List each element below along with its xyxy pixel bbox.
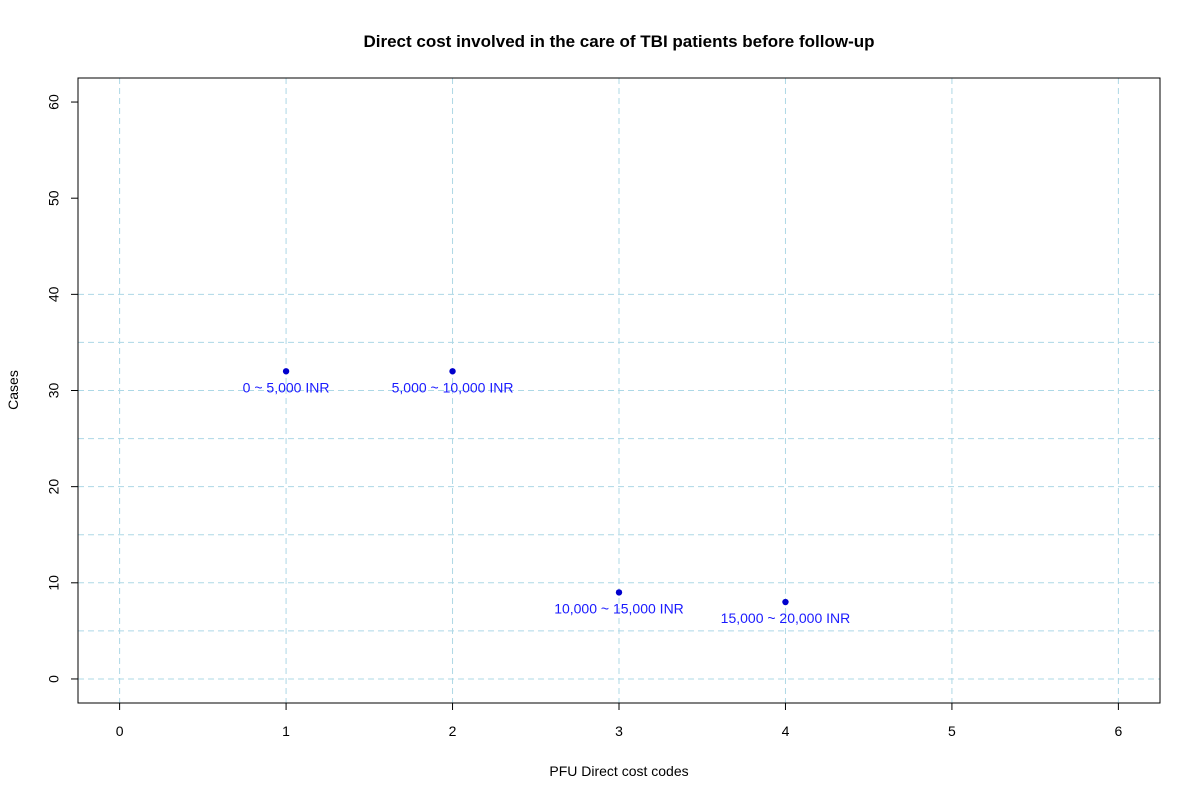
y-axis-label: Cases [5, 370, 21, 410]
y-tick-label: 10 [46, 575, 62, 591]
data-point-label: 5,000 ~ 10,000 INR [392, 379, 514, 395]
y-tick-label: 40 [46, 286, 62, 302]
x-tick-label: 5 [948, 723, 956, 739]
data-point-label: 10,000 ~ 15,000 INR [554, 600, 684, 616]
data-point-label: 15,000 ~ 20,000 INR [721, 610, 851, 626]
y-tick-label: 50 [46, 190, 62, 206]
x-tick-label: 6 [1114, 723, 1122, 739]
y-tick-label: 60 [46, 94, 62, 110]
x-tick-label: 2 [449, 723, 457, 739]
x-tick-label: 0 [116, 723, 124, 739]
points-layer: 0 ~ 5,000 INR 5,000 ~ 10,000 INR 10,000 ~ … [243, 368, 851, 626]
data-point [615, 589, 623, 596]
data-point [282, 368, 290, 375]
x-axis-label: PFU Direct cost codes [549, 763, 688, 779]
y-tick-label: 20 [46, 479, 62, 495]
data-point [782, 598, 789, 606]
y-tick-label: 0 [46, 675, 62, 683]
x-tick-label: 3 [615, 723, 623, 739]
grid-layer [78, 78, 1160, 703]
chart-title: Direct cost involved in the care of TBI … [363, 32, 874, 51]
x-tick-label: 4 [782, 723, 790, 739]
data-point [449, 368, 456, 375]
x-tick-label: 1 [282, 723, 290, 739]
y-tick-label: 30 [46, 383, 62, 399]
data-point-label: 0 ~ 5,000 INR [243, 379, 330, 395]
